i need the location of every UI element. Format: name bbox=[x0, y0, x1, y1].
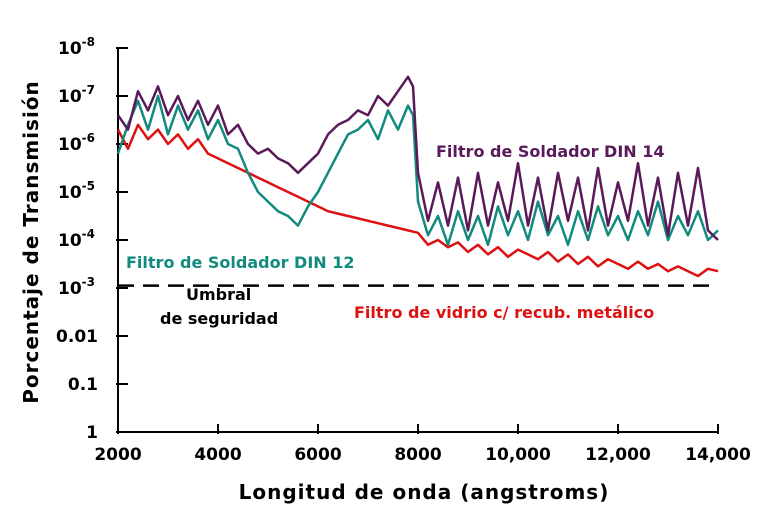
y-tick-label: 10-4 bbox=[58, 227, 95, 251]
annotation-umbral: Umbral bbox=[186, 285, 251, 304]
y-tick-label: 0.01 bbox=[56, 327, 98, 347]
series-group bbox=[116, 75, 719, 278]
annotation-din14: Filtro de Soldador DIN 14 bbox=[436, 142, 665, 161]
annotation-vidrio: Filtro de vidrio c/ recub. metálico bbox=[354, 303, 654, 322]
annotation-din12: Filtro de Soldador DIN 12 bbox=[126, 253, 355, 272]
y-tick-group: 10-8 10-7 10-6 10-5 10-4 10-3 0.01 0.1 1 bbox=[56, 35, 128, 443]
x-tick-label: 6000 bbox=[294, 445, 341, 465]
x-tick-group: 2000 4000 6000 8000 10,000 12,000 14,000 bbox=[94, 424, 751, 465]
y-tick-label: 10-5 bbox=[58, 179, 95, 203]
y-tick-label: 10-3 bbox=[58, 275, 95, 299]
x-tick-label: 14,000 bbox=[685, 445, 751, 465]
x-tick-label: 10,000 bbox=[485, 445, 551, 465]
x-axis-label: Longitud de onda (angstroms) bbox=[239, 480, 610, 504]
series-line-1 bbox=[116, 94, 719, 247]
x-tick-label: 8000 bbox=[394, 445, 441, 465]
y-axis-label: Porcentaje de Transmisión bbox=[19, 80, 43, 404]
y-tick-label: 10-7 bbox=[58, 83, 95, 107]
y-tick-label: 10-8 bbox=[58, 35, 95, 59]
series-line-2 bbox=[116, 123, 719, 278]
y-tick-label: 1 bbox=[86, 423, 98, 443]
annotation-de-seguridad: de seguridad bbox=[160, 309, 278, 328]
series-line-0 bbox=[116, 75, 719, 241]
x-tick-label: 12,000 bbox=[585, 445, 651, 465]
x-tick-label: 2000 bbox=[94, 445, 141, 465]
y-tick-label: 0.1 bbox=[68, 375, 98, 395]
x-tick-label: 4000 bbox=[194, 445, 241, 465]
y-tick-label: 10-6 bbox=[58, 131, 95, 155]
